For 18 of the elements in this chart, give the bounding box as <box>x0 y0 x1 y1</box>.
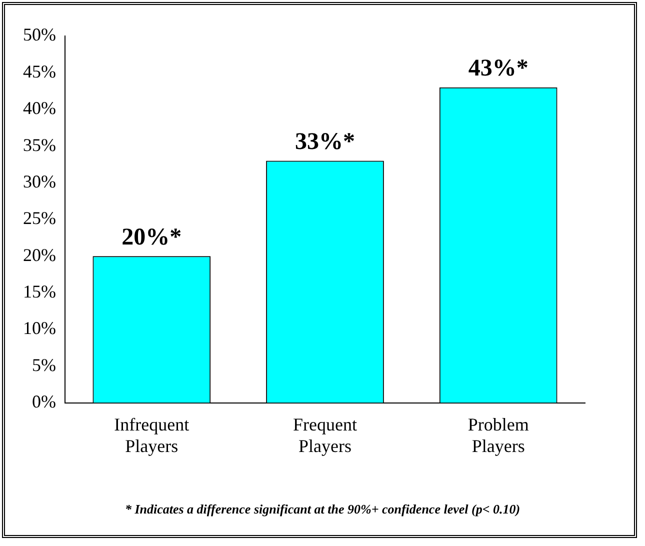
y-tick-label: 30% <box>22 171 56 192</box>
y-tick-label: 35% <box>22 134 56 155</box>
text: * Indicates a difference significant at the 90%+ confidence level (p< 0.10) <box>124 501 520 516</box>
x-tick-label: Problem Players <box>468 414 529 456</box>
x-tick-label: Frequent Players <box>293 414 357 456</box>
y-tick-label: 45% <box>22 61 56 82</box>
y-tick-label: 50% <box>22 24 56 45</box>
data-label: 33%* <box>294 128 355 155</box>
y-tick-label: 0% <box>32 392 56 412</box>
y-tick-label: 40% <box>22 98 56 118</box>
y-tick-label: 5% <box>32 354 56 375</box>
data-label: 20%* <box>122 224 182 250</box>
y-tick-label: 20% <box>22 244 56 265</box>
y-tick-label: 10% <box>22 318 56 338</box>
y-tick-label: 15% <box>22 281 56 302</box>
data-label: 43%* <box>468 56 528 82</box>
y-tick-label: 25% <box>22 208 56 228</box>
x-tick-label: Infrequent Players <box>114 414 190 456</box>
